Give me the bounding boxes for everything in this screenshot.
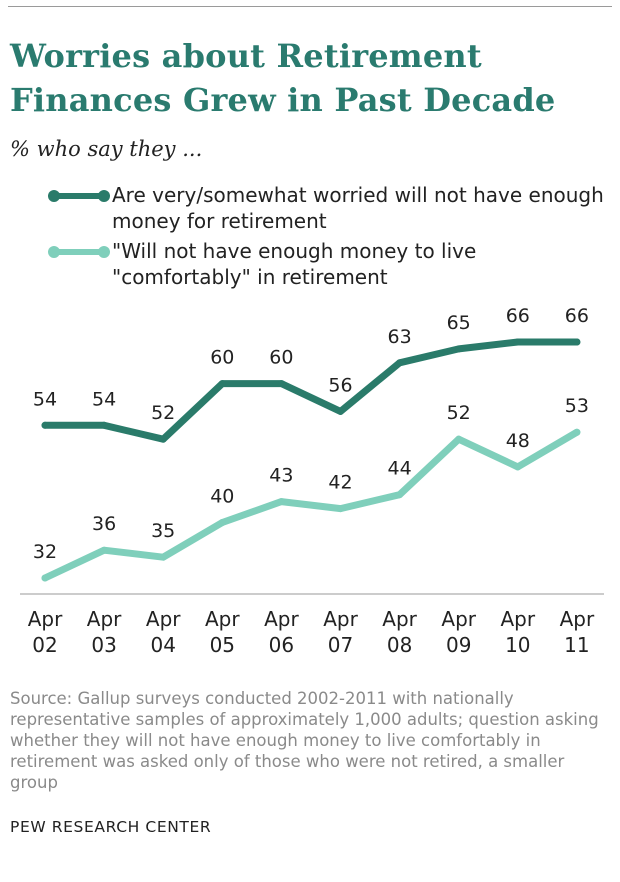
data-point xyxy=(337,407,344,415)
data-label: 52 xyxy=(447,402,471,424)
x-tick-label: 06 xyxy=(269,633,294,657)
x-tick-label: 07 xyxy=(328,633,353,657)
x-tick-label: Apr xyxy=(323,607,358,631)
data-label: 48 xyxy=(506,430,530,452)
data-label: 60 xyxy=(210,347,234,369)
source-note: Source: Gallup surveys conducted 2002-20… xyxy=(10,689,599,792)
data-label: 36 xyxy=(92,513,116,535)
data-label: 32 xyxy=(33,541,57,563)
x-tick-label: Apr xyxy=(87,607,122,631)
data-point xyxy=(514,338,522,346)
data-label: 42 xyxy=(328,472,352,494)
data-point xyxy=(455,345,463,353)
data-label: 54 xyxy=(92,388,116,410)
data-label: 65 xyxy=(447,312,471,334)
data-point xyxy=(41,574,49,582)
data-label: 44 xyxy=(388,458,412,480)
legend-swatch-worried xyxy=(48,190,110,202)
x-tick-label: 05 xyxy=(210,633,235,657)
data-label: 66 xyxy=(565,305,589,327)
data-label: 56 xyxy=(328,374,352,396)
series-line-1 xyxy=(41,428,581,582)
data-point xyxy=(100,421,108,429)
legend-item-worried: Are very/somewhat worried will not have … xyxy=(48,182,610,234)
legend: Are very/somewhat worried will not have … xyxy=(48,182,610,294)
data-point xyxy=(514,463,522,471)
chart-title: Worries about Retirement Finances Grew i… xyxy=(10,37,556,119)
x-tick-label: Apr xyxy=(205,607,240,631)
data-label: 53 xyxy=(565,395,589,417)
data-point xyxy=(573,338,581,346)
chart-subtitle: % who say they ... xyxy=(10,137,203,161)
data-point xyxy=(159,435,167,443)
top-divider xyxy=(8,6,612,7)
data-point xyxy=(218,380,226,388)
data-label: 52 xyxy=(151,402,175,424)
x-tick-label: 11 xyxy=(564,633,589,657)
data-point xyxy=(455,435,463,443)
legend-label-worried: Are very/somewhat worried will not have … xyxy=(112,183,604,233)
data-label: 66 xyxy=(506,305,530,327)
data-label: 54 xyxy=(33,388,57,410)
legend-swatch-comfortably xyxy=(48,246,110,258)
data-point xyxy=(41,421,49,429)
legend-label-comfortably: "Will not have enough money to live "com… xyxy=(112,239,477,289)
data-point xyxy=(396,359,404,367)
x-tick-label: Apr xyxy=(28,607,63,631)
data-point xyxy=(218,518,226,526)
line-chart: 54 54 52 60 60 56 63 65 66 66 32 36 35 40 43 42 44 52 48 53… xyxy=(20,305,604,657)
x-tick-label: Apr xyxy=(500,607,535,631)
x-tick-label: Apr xyxy=(560,607,595,631)
data-point xyxy=(337,505,344,513)
data-label: 63 xyxy=(388,326,412,348)
data-point xyxy=(159,553,167,561)
x-tick-label: 02 xyxy=(32,633,57,657)
footer-credit: PEW RESEARCH CENTER xyxy=(10,818,212,836)
data-label: 35 xyxy=(151,520,175,542)
x-tick-label: 09 xyxy=(446,633,471,657)
x-tick-label: Apr xyxy=(264,607,299,631)
data-label: 60 xyxy=(269,347,293,369)
data-point xyxy=(573,428,581,436)
x-tick-label: Apr xyxy=(382,607,417,631)
data-point xyxy=(396,491,404,499)
legend-item-comfortably: "Will not have enough money to live "com… xyxy=(48,238,610,290)
x-tick-label: Apr xyxy=(441,607,476,631)
x-tick-label: 04 xyxy=(150,633,175,657)
data-label: 40 xyxy=(210,485,234,507)
data-point xyxy=(100,546,108,554)
x-tick-label: 03 xyxy=(91,633,116,657)
x-tick-label: Apr xyxy=(146,607,181,631)
x-tick-label: 10 xyxy=(505,633,530,657)
data-point xyxy=(277,498,285,506)
series-line-0 xyxy=(41,338,581,443)
x-tick-label: 08 xyxy=(387,633,412,657)
data-point xyxy=(277,380,285,388)
data-label: 43 xyxy=(269,465,293,487)
